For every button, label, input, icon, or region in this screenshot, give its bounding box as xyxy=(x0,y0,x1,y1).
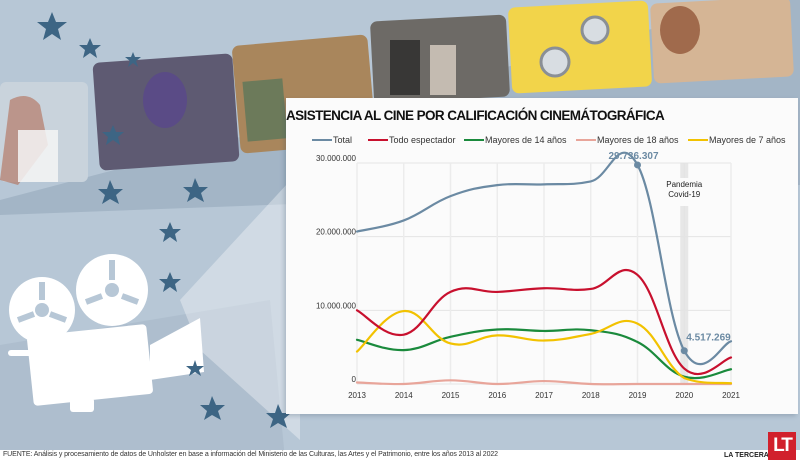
legend-swatch xyxy=(576,139,596,141)
series-lines xyxy=(355,151,733,386)
x-tick-label: 2017 xyxy=(535,391,553,400)
series-line-total xyxy=(355,151,733,366)
brand-name: LA TERCERA xyxy=(724,452,769,459)
decorative-stars xyxy=(37,12,291,428)
data-value-label: 4.517.269 xyxy=(686,333,731,344)
chart-panel xyxy=(286,98,798,414)
star-icon xyxy=(266,404,291,428)
pandemic-label-bg xyxy=(664,178,705,206)
legend-item-mayores-14: Mayores de 14 años xyxy=(464,135,567,145)
axis-labels: 0 10.000.000 20.000.000 30.000.000 2013 2014 2… xyxy=(316,154,740,400)
x-tick-label: 2013 xyxy=(348,391,366,400)
legend-label: Mayores de 14 años xyxy=(485,135,567,145)
source-note: FUENTE: Análisis y procesamiento de dato… xyxy=(3,451,498,458)
y-tick-label: 0 xyxy=(352,375,357,384)
star-icon xyxy=(183,178,208,202)
y-tick-label: 10.000.000 xyxy=(316,301,357,310)
series-line-mayores-de-14-anos xyxy=(355,328,733,380)
projector-icon xyxy=(8,254,204,412)
legend-item-mayores-7: Mayores de 7 años xyxy=(688,135,786,145)
legend-label: Todo espectador xyxy=(389,135,456,145)
y-tick-label: 20.000.000 xyxy=(316,228,357,237)
data-point-marker xyxy=(634,161,641,169)
data-point-marker xyxy=(680,347,688,355)
chart-title: ASISTENCIA AL CINE POR CALIFICACIÓN CINE… xyxy=(286,108,665,123)
projector-beam xyxy=(180,170,300,440)
series-line-mayores-de-18-anos xyxy=(355,379,733,386)
legend-label: Mayores de 7 años xyxy=(709,135,786,145)
x-tick-label: 2014 xyxy=(395,391,413,400)
star-icon xyxy=(98,180,123,204)
x-tick-label: 2020 xyxy=(675,391,693,400)
star-icon xyxy=(200,396,225,420)
series-line-todo-espectador xyxy=(355,268,733,376)
series-line-mayores-de-7-anos xyxy=(355,309,733,385)
star-icon xyxy=(125,52,141,67)
legend-item-total: Total xyxy=(312,135,352,145)
pandemic-annotation: Pandemia xyxy=(666,180,703,189)
legend-item-todo-espectador: Todo espectador xyxy=(368,135,456,145)
legend-swatch xyxy=(312,139,332,141)
pandemic-annotation: Covid-19 xyxy=(668,190,701,199)
pandemic-highlight-band xyxy=(680,163,689,384)
legend-swatch xyxy=(464,139,484,141)
x-tick-label: 2016 xyxy=(488,391,506,400)
star-icon xyxy=(159,272,181,292)
star-icon xyxy=(159,222,181,242)
legend-label: Total xyxy=(333,135,353,145)
photo-frames xyxy=(0,0,794,185)
x-tick-label: 2019 xyxy=(629,391,647,400)
legend-swatch xyxy=(368,139,388,141)
legend-item-mayores-18: Mayores de 18 años xyxy=(576,135,679,145)
projector-reel-spokes xyxy=(16,260,140,323)
y-tick-label: 30.000.000 xyxy=(316,154,357,163)
star-icon xyxy=(102,125,124,145)
star-icon xyxy=(186,360,204,376)
brand-logo: LT xyxy=(768,432,796,460)
grid xyxy=(356,162,732,385)
legend-swatch xyxy=(688,139,708,141)
infographic-background xyxy=(0,0,800,450)
data-value-label: 29.736.307 xyxy=(608,151,658,162)
star-icon xyxy=(37,12,67,40)
x-tick-label: 2015 xyxy=(442,391,460,400)
x-tick-label: 2021 xyxy=(722,391,740,400)
pandemic-band xyxy=(664,163,705,384)
x-tick-label: 2018 xyxy=(582,391,600,400)
star-icon xyxy=(79,38,101,58)
legend-label: Mayores de 18 años xyxy=(597,135,679,145)
